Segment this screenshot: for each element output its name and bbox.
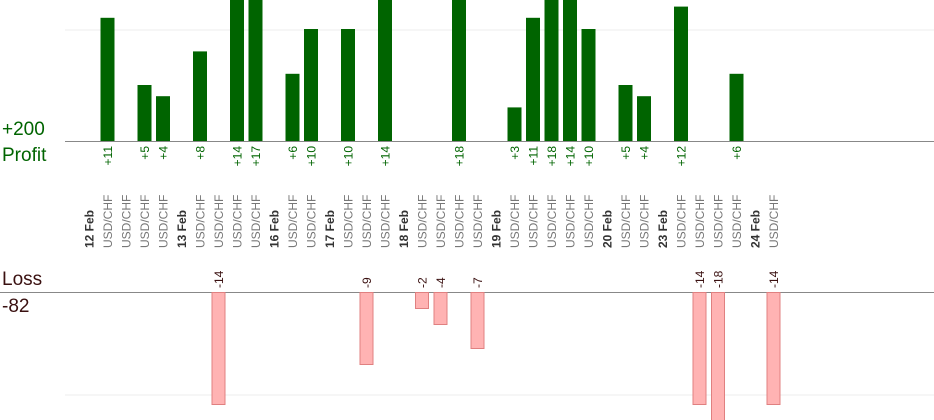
instrument-tick-label: USD/CHF xyxy=(508,195,522,248)
profit-value-label: +11 xyxy=(527,146,541,166)
date-tick-label: 20 Feb xyxy=(601,210,615,248)
date-tick-label: 12 Feb xyxy=(83,210,97,248)
profit-value-label: +3 xyxy=(508,146,522,160)
instrument-tick-label: USD/CHF xyxy=(120,195,134,248)
instrument-tick-label: USD/CHF xyxy=(212,195,226,248)
instrument-tick-label: USD/CHF xyxy=(582,195,596,248)
profit-bar xyxy=(193,51,207,141)
date-tick-label: 16 Feb xyxy=(268,210,282,248)
loss-total-label: -82 xyxy=(2,296,30,317)
profit-bar xyxy=(729,73,744,141)
loss-bar xyxy=(470,292,485,349)
loss-bar xyxy=(692,292,707,405)
profit-value-label: +14 xyxy=(231,146,245,167)
profit-total-label: +200 xyxy=(2,119,45,140)
loss-value-label: -14 xyxy=(693,270,707,288)
loss-bar xyxy=(211,292,226,405)
profit-bar xyxy=(544,0,559,142)
profit-bar xyxy=(581,29,596,141)
profit-value-label: +14 xyxy=(564,146,578,167)
profit-bar xyxy=(100,17,115,141)
loss-bar xyxy=(415,292,429,309)
instrument-tick-label: USD/CHF xyxy=(231,195,245,248)
profit-bar xyxy=(341,29,355,141)
loss-value-label: -7 xyxy=(471,277,485,288)
loss-value-label: -4 xyxy=(434,277,448,288)
instrument-tick-label: USD/CHF xyxy=(471,195,485,248)
profit-bar xyxy=(248,0,263,141)
profit-bar xyxy=(378,0,392,142)
profit-value-label: +6 xyxy=(286,146,300,160)
loss-bar xyxy=(433,292,448,325)
date-tick-label: 18 Feb xyxy=(397,210,411,248)
profit-value-label: +10 xyxy=(305,146,319,167)
profit-value-label: +5 xyxy=(619,146,633,160)
loss-bar xyxy=(359,292,374,365)
profit-value-label: +4 xyxy=(638,146,652,160)
profit-bar xyxy=(618,85,633,141)
instrument-tick-label: USD/CHF xyxy=(194,195,208,248)
profit-bar xyxy=(452,0,466,142)
profit-word-label: Profit xyxy=(2,145,47,166)
loss-value-label: -14 xyxy=(212,270,226,288)
instrument-tick-label: USD/CHF xyxy=(545,195,559,248)
loss-value-label: -9 xyxy=(360,277,374,288)
profit-bar xyxy=(137,85,152,141)
date-tick-label: 23 Feb xyxy=(656,210,670,248)
profit-value-label: +5 xyxy=(138,146,152,160)
profit-bar xyxy=(526,17,540,141)
profit-bar xyxy=(156,96,170,141)
profit-value-label: +12 xyxy=(675,146,689,167)
profit-bar xyxy=(637,96,651,141)
instrument-tick-label: USD/CHF xyxy=(360,195,374,248)
instrument-tick-label: USD/CHF xyxy=(564,195,578,248)
date-tick-label: 13 Feb xyxy=(175,210,189,248)
profit-value-label: +10 xyxy=(342,146,356,167)
profit-value-label: +18 xyxy=(453,146,467,167)
instrument-tick-label: USD/CHF xyxy=(434,195,448,248)
instrument-tick-label: USD/CHF xyxy=(693,195,707,248)
loss-bar xyxy=(711,292,725,420)
instrument-tick-label: USD/CHF xyxy=(675,195,689,248)
profit-bar xyxy=(674,6,688,141)
date-tick-label: 17 Feb xyxy=(323,210,337,248)
profit-value-label: +17 xyxy=(249,146,263,167)
instrument-tick-label: USD/CHF xyxy=(286,195,300,248)
instrument-tick-label: USD/CHF xyxy=(730,195,744,248)
instrument-tick-label: USD/CHF xyxy=(416,195,430,248)
instrument-tick-label: USD/CHF xyxy=(638,195,652,248)
loss-value-label: -18 xyxy=(712,270,726,288)
loss-bar xyxy=(766,292,781,405)
instrument-tick-label: USD/CHF xyxy=(305,195,319,248)
loss-value-label: -2 xyxy=(416,277,430,288)
profit-value-label: +4 xyxy=(157,146,171,160)
profit-bar xyxy=(507,107,522,141)
profit-value-label: +11 xyxy=(101,146,115,166)
instrument-tick-label: USD/CHF xyxy=(767,195,781,248)
profit-bar xyxy=(563,0,577,142)
profit-bar xyxy=(304,29,318,141)
instrument-tick-label: USD/CHF xyxy=(527,195,541,248)
instrument-tick-label: USD/CHF xyxy=(249,195,263,248)
profit-value-label: +6 xyxy=(730,146,744,160)
instrument-tick-label: USD/CHF xyxy=(619,195,633,248)
loss-word-label: Loss xyxy=(2,269,43,290)
profit-bar xyxy=(285,73,300,141)
profit-value-label: +18 xyxy=(545,146,559,167)
instrument-tick-label: USD/CHF xyxy=(342,195,356,248)
instrument-tick-label: USD/CHF xyxy=(138,195,152,248)
profit-bar xyxy=(230,0,244,142)
profit-value-label: +8 xyxy=(194,146,208,160)
instrument-tick-label: USD/CHF xyxy=(453,195,467,248)
instrument-tick-label: USD/CHF xyxy=(157,195,171,248)
profit-value-label: +10 xyxy=(582,146,596,167)
instrument-tick-label: USD/CHF xyxy=(101,195,115,248)
profit-value-label: +14 xyxy=(379,146,393,167)
date-tick-label: 19 Feb xyxy=(490,210,504,248)
date-tick-label: 24 Feb xyxy=(749,210,763,248)
instrument-tick-label: USD/CHF xyxy=(379,195,393,248)
instrument-tick-label: USD/CHF xyxy=(712,195,726,248)
loss-value-label: -14 xyxy=(767,270,781,288)
